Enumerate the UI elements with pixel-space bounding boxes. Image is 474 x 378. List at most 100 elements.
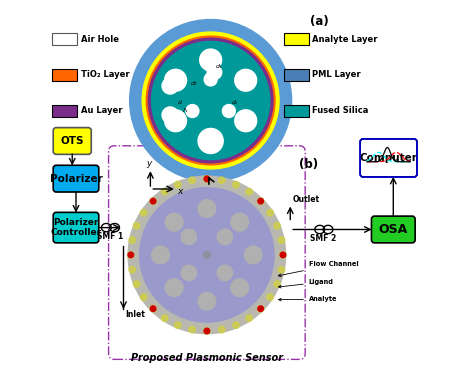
Circle shape bbox=[174, 181, 182, 188]
FancyBboxPatch shape bbox=[53, 128, 91, 154]
Circle shape bbox=[165, 213, 183, 231]
Circle shape bbox=[222, 105, 236, 118]
Text: Computer: Computer bbox=[360, 153, 418, 163]
Circle shape bbox=[203, 251, 210, 259]
Text: $d_1$: $d_1$ bbox=[215, 62, 224, 71]
Text: Inlet: Inlet bbox=[125, 310, 145, 319]
FancyBboxPatch shape bbox=[372, 216, 415, 243]
Circle shape bbox=[162, 78, 178, 94]
Text: Au Layer: Au Layer bbox=[81, 106, 122, 115]
Text: Air Hole: Air Hole bbox=[81, 35, 118, 43]
Circle shape bbox=[266, 209, 274, 216]
Circle shape bbox=[257, 197, 264, 205]
Circle shape bbox=[203, 327, 210, 335]
Circle shape bbox=[246, 314, 253, 322]
Circle shape bbox=[140, 209, 147, 216]
Circle shape bbox=[204, 73, 217, 86]
Text: Polarizer
Controller: Polarizer Controller bbox=[50, 218, 101, 237]
Text: Fused Silica: Fused Silica bbox=[312, 106, 369, 115]
Circle shape bbox=[181, 265, 197, 280]
Circle shape bbox=[279, 251, 287, 259]
Circle shape bbox=[149, 305, 157, 312]
Circle shape bbox=[148, 38, 273, 163]
Circle shape bbox=[133, 222, 140, 229]
Circle shape bbox=[232, 321, 240, 329]
Circle shape bbox=[128, 176, 286, 334]
Circle shape bbox=[235, 110, 256, 132]
Circle shape bbox=[203, 175, 210, 183]
Circle shape bbox=[273, 222, 281, 229]
Circle shape bbox=[162, 107, 178, 123]
Circle shape bbox=[146, 36, 275, 165]
Circle shape bbox=[186, 105, 199, 118]
Text: OTS: OTS bbox=[61, 136, 84, 146]
Text: (b): (b) bbox=[299, 158, 318, 171]
Circle shape bbox=[133, 280, 140, 288]
Circle shape bbox=[280, 252, 286, 258]
Circle shape bbox=[161, 314, 168, 322]
Text: PML Layer: PML Layer bbox=[312, 70, 361, 79]
Circle shape bbox=[278, 266, 285, 273]
Circle shape bbox=[164, 69, 186, 91]
Circle shape bbox=[188, 326, 196, 333]
Text: Polarizer: Polarizer bbox=[50, 174, 102, 184]
Circle shape bbox=[127, 251, 135, 259]
Circle shape bbox=[246, 188, 253, 195]
Circle shape bbox=[258, 198, 264, 204]
Circle shape bbox=[200, 130, 221, 152]
Circle shape bbox=[164, 110, 186, 132]
Circle shape bbox=[217, 229, 233, 245]
Circle shape bbox=[231, 213, 248, 231]
Text: $x$: $x$ bbox=[177, 187, 185, 196]
Circle shape bbox=[152, 246, 169, 264]
Circle shape bbox=[140, 293, 147, 301]
Circle shape bbox=[161, 188, 168, 195]
Circle shape bbox=[130, 20, 292, 181]
Circle shape bbox=[266, 293, 274, 301]
FancyBboxPatch shape bbox=[53, 212, 99, 243]
Circle shape bbox=[142, 32, 279, 169]
FancyBboxPatch shape bbox=[53, 165, 99, 192]
Circle shape bbox=[235, 69, 256, 91]
Circle shape bbox=[231, 279, 248, 296]
FancyBboxPatch shape bbox=[284, 105, 309, 117]
Text: (a): (a) bbox=[310, 15, 329, 28]
Text: $d_c$: $d_c$ bbox=[231, 98, 240, 107]
Circle shape bbox=[165, 279, 183, 296]
Circle shape bbox=[149, 197, 157, 205]
Text: SMF 2: SMF 2 bbox=[310, 234, 337, 243]
Circle shape bbox=[128, 266, 136, 273]
Circle shape bbox=[181, 229, 197, 245]
Circle shape bbox=[218, 326, 226, 333]
Circle shape bbox=[150, 306, 156, 311]
Text: Outlet: Outlet bbox=[292, 195, 319, 204]
Text: OSA: OSA bbox=[379, 223, 408, 236]
Circle shape bbox=[232, 181, 240, 188]
Circle shape bbox=[204, 176, 210, 182]
Circle shape bbox=[128, 236, 136, 244]
Circle shape bbox=[204, 328, 210, 334]
Circle shape bbox=[218, 177, 226, 184]
Circle shape bbox=[258, 306, 264, 311]
Circle shape bbox=[200, 49, 221, 71]
Text: TiO₂ Layer: TiO₂ Layer bbox=[81, 70, 129, 79]
Text: $d_2$: $d_2$ bbox=[190, 79, 198, 88]
Text: Proposed Plasmonic Sensor: Proposed Plasmonic Sensor bbox=[131, 353, 283, 364]
Circle shape bbox=[198, 292, 216, 310]
Circle shape bbox=[207, 65, 222, 79]
FancyBboxPatch shape bbox=[360, 139, 417, 177]
Text: $d$: $d$ bbox=[177, 98, 183, 106]
Circle shape bbox=[140, 188, 274, 322]
Circle shape bbox=[150, 198, 156, 204]
Circle shape bbox=[217, 265, 233, 280]
FancyBboxPatch shape bbox=[284, 69, 309, 81]
Circle shape bbox=[174, 321, 182, 329]
Circle shape bbox=[198, 129, 223, 153]
Circle shape bbox=[152, 41, 270, 160]
Text: Ligand: Ligand bbox=[279, 279, 334, 288]
FancyBboxPatch shape bbox=[53, 33, 77, 45]
Text: SMF 1: SMF 1 bbox=[97, 232, 123, 241]
FancyBboxPatch shape bbox=[284, 33, 309, 45]
Text: Analyte: Analyte bbox=[279, 296, 337, 302]
Circle shape bbox=[278, 236, 285, 244]
